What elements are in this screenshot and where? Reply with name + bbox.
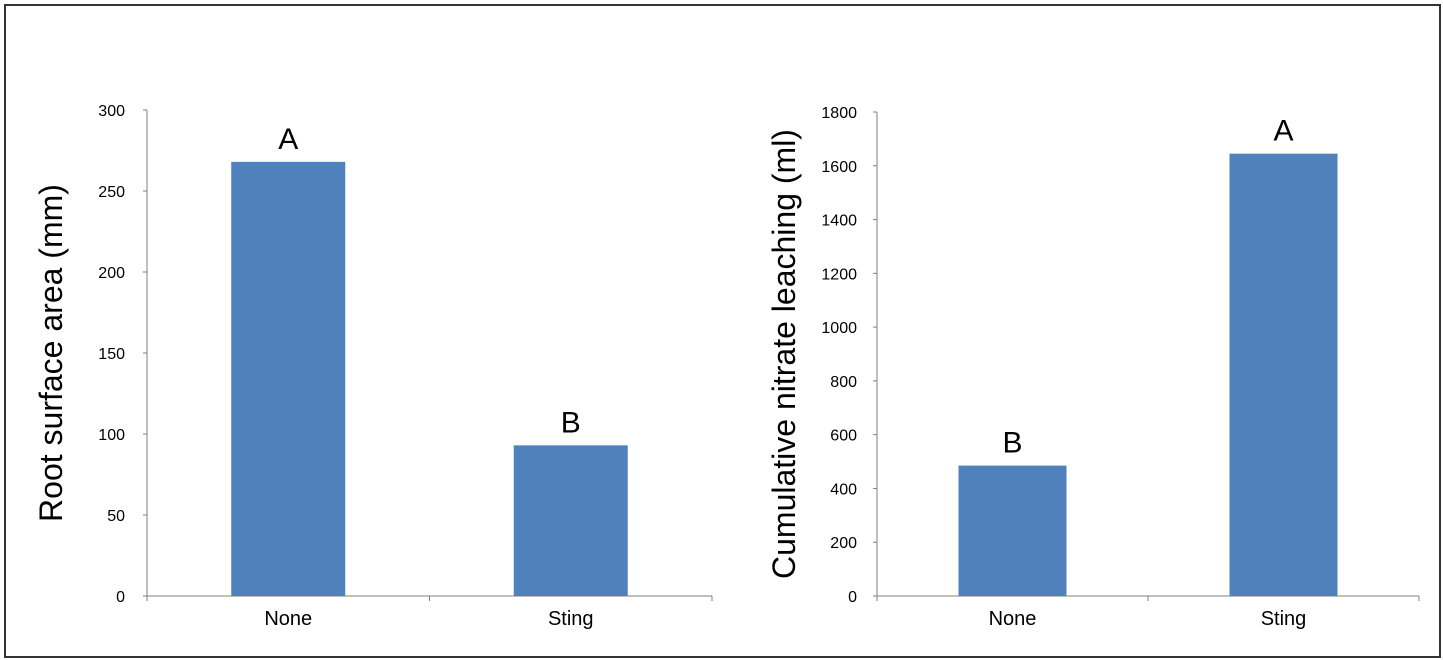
y-tick-label: 0: [848, 589, 857, 606]
y-tick-label: 1000: [821, 320, 857, 337]
x-category-label: None: [989, 608, 1037, 630]
bar-sting: [1229, 153, 1338, 596]
y-tick-label: 1400: [821, 213, 857, 230]
y-tick-label: 250: [98, 184, 125, 201]
y-axis-title: Cumulative nitrate leaching (ml): [766, 129, 802, 579]
y-axis-title: Root surface area (mm): [33, 184, 69, 522]
y-tick-label: 300: [98, 103, 125, 120]
y-tick-label: 1600: [821, 159, 857, 176]
x-category-label: Sting: [548, 608, 594, 630]
bar-data-label: B: [1002, 427, 1022, 460]
y-tick-label: 50: [107, 508, 125, 525]
y-tick-label: 400: [830, 481, 857, 498]
y-tick-label: 600: [830, 428, 857, 445]
bar-data-label: A: [278, 123, 298, 156]
bar-data-label: B: [561, 406, 581, 439]
y-tick-label: 150: [98, 346, 125, 363]
bar-none: [958, 465, 1067, 596]
x-category-label: None: [264, 608, 312, 630]
y-tick-label: 200: [98, 265, 125, 282]
x-category-label: Sting: [1261, 608, 1307, 630]
bar-sting: [513, 445, 628, 596]
y-tick-label: 100: [98, 427, 125, 444]
chart-nitrate-leaching: 0 200 400 600 800 1000 1200 1400 1600 1800 B None A S…: [766, 105, 1420, 630]
y-tick-label: 200: [830, 535, 857, 552]
chart-root-surface-area: 0 50 100 150 200 250 300 A None B Sting Root surfac…: [33, 103, 713, 630]
y-tick-label: 1200: [821, 266, 857, 283]
y-tick-label: 800: [830, 374, 857, 391]
y-tick-label: 0: [116, 589, 125, 606]
bar-data-label: A: [1273, 115, 1293, 148]
bar-none: [231, 161, 346, 596]
y-tick-label: 1800: [821, 105, 857, 122]
